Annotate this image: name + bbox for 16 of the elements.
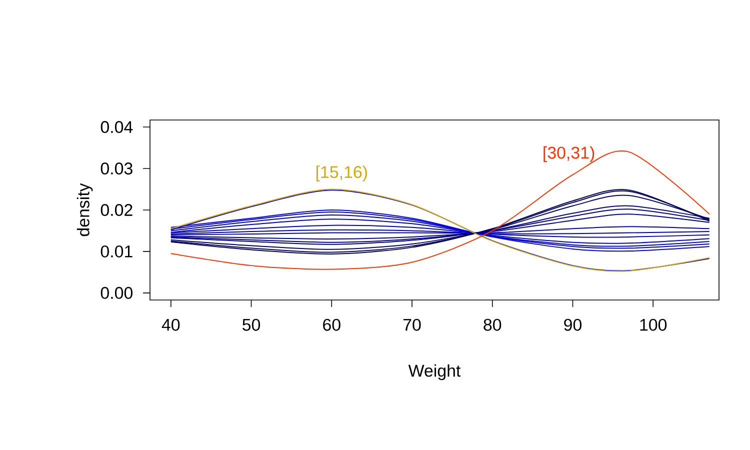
y-tick-label: 0.03: [100, 162, 132, 175]
y-tick-label: 0.00: [100, 286, 133, 299]
x-tick-label: 100: [640, 318, 667, 331]
y-axis-title: density: [76, 183, 93, 236]
x-tick-label: 70: [403, 318, 421, 331]
x-tick-label: 50: [242, 318, 260, 331]
x-tick-label: 90: [564, 318, 582, 331]
y-tick-label: 0.02: [100, 204, 132, 216]
series-label: [15,16): [316, 166, 367, 182]
x-axis-title: Weight: [408, 364, 461, 380]
x-tick-label: 40: [162, 318, 180, 331]
series-label: [30,31): [544, 146, 594, 162]
x-tick-label: 60: [323, 318, 340, 331]
x-tick-label: 80: [484, 318, 502, 331]
y-tick-label: 0.01: [100, 245, 132, 258]
y-tick-label: 0.04: [100, 121, 133, 134]
